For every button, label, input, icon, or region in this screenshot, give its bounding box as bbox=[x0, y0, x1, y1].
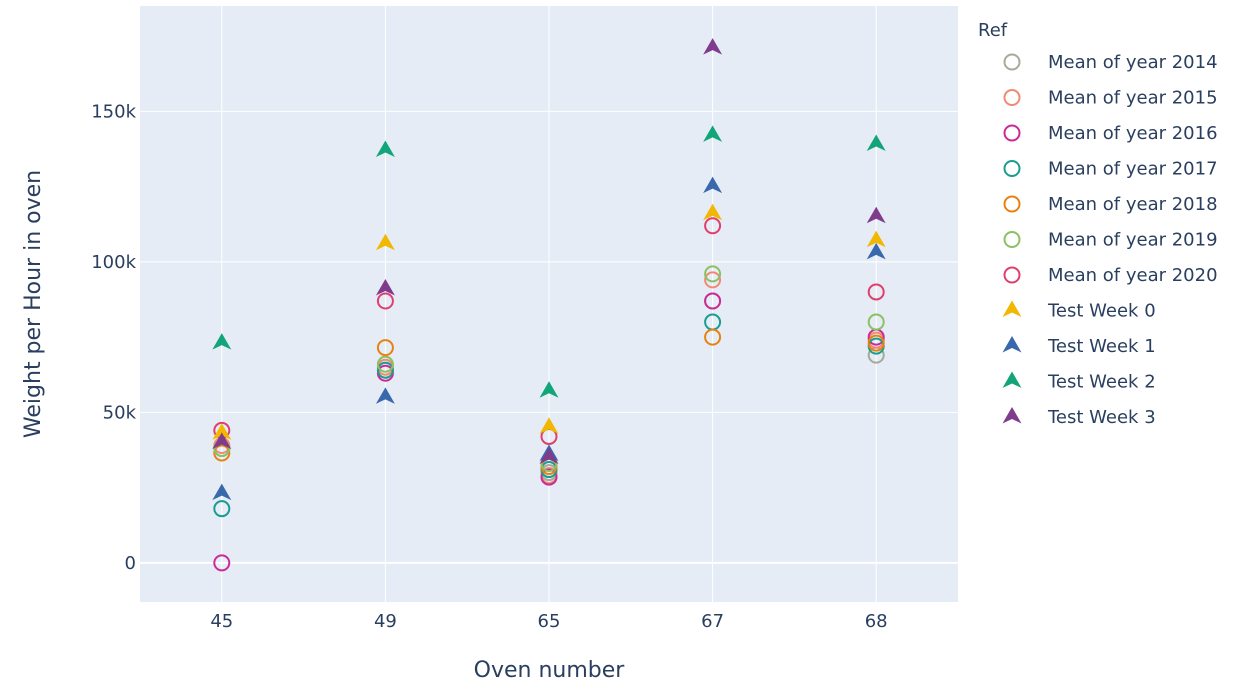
legend-label: Test Week 0 bbox=[1047, 301, 1156, 322]
data-point[interactable] bbox=[376, 339, 394, 357]
legend-label: Mean of year 2018 bbox=[1048, 194, 1218, 215]
legend-item-test-week-3[interactable]: Test Week 3 bbox=[1002, 407, 1156, 428]
legend-label: Mean of year 2020 bbox=[1048, 265, 1218, 286]
x-tick-label: 67 bbox=[701, 611, 724, 632]
legend-label: Mean of year 2015 bbox=[1048, 88, 1218, 109]
data-point[interactable] bbox=[376, 361, 394, 379]
grid-lines bbox=[140, 6, 958, 602]
data-point[interactable] bbox=[212, 432, 232, 449]
data-point[interactable] bbox=[212, 333, 232, 350]
series-mean-of-year-2018 bbox=[213, 328, 885, 476]
data-point[interactable] bbox=[704, 328, 722, 346]
legend-item-mean-of-year-2020[interactable]: Mean of year 2020 bbox=[1003, 265, 1218, 286]
data-point[interactable] bbox=[375, 140, 395, 157]
data-point[interactable] bbox=[866, 242, 886, 260]
legend-circle-marker bbox=[1003, 266, 1021, 284]
data-point[interactable] bbox=[213, 554, 231, 572]
data-point[interactable] bbox=[376, 292, 394, 310]
data-point[interactable] bbox=[212, 423, 232, 440]
data-point[interactable] bbox=[540, 468, 558, 486]
legend-triangle-marker bbox=[1002, 371, 1022, 388]
legend-label: Mean of year 2016 bbox=[1048, 123, 1218, 144]
data-point[interactable] bbox=[703, 125, 723, 142]
x-axis-title: Oven number bbox=[474, 658, 626, 683]
data-point[interactable] bbox=[703, 203, 723, 221]
data-point[interactable] bbox=[213, 500, 231, 518]
data-point[interactable] bbox=[703, 38, 723, 55]
legend-label: Test Week 3 bbox=[1047, 407, 1156, 428]
data-point[interactable] bbox=[704, 217, 722, 235]
data-point[interactable] bbox=[375, 278, 395, 296]
legend-title: Ref bbox=[978, 20, 1008, 41]
data-point[interactable] bbox=[375, 233, 395, 251]
legend-label: Mean of year 2017 bbox=[1048, 159, 1218, 180]
data-point[interactable] bbox=[213, 444, 231, 462]
x-tick-label: 65 bbox=[538, 611, 561, 632]
data-point[interactable] bbox=[867, 313, 885, 331]
legend-item-test-week-0[interactable]: Test Week 0 bbox=[1002, 300, 1156, 322]
legend[interactable]: Ref Mean of year 2014 Mean of year 2015 Me… bbox=[978, 20, 1218, 428]
legend-circle-marker bbox=[1003, 124, 1021, 142]
y-tick-label: 0 bbox=[125, 553, 136, 574]
legend-item-mean-of-year-2018[interactable]: Mean of year 2018 bbox=[1003, 194, 1218, 215]
legend-circle-marker bbox=[1003, 160, 1021, 177]
series-mean-of-year-2019 bbox=[213, 265, 885, 473]
data-point[interactable] bbox=[212, 483, 232, 501]
legend-label: Mean of year 2014 bbox=[1048, 52, 1218, 73]
series-test-week-2 bbox=[212, 125, 886, 398]
data-point[interactable] bbox=[704, 292, 722, 310]
data-point[interactable] bbox=[704, 271, 722, 289]
data-points bbox=[212, 38, 886, 572]
data-point[interactable] bbox=[376, 355, 394, 373]
legend-circle-marker bbox=[1003, 53, 1021, 71]
legend-label: Test Week 1 bbox=[1047, 336, 1156, 357]
legend-circle-marker bbox=[1003, 195, 1021, 213]
data-point[interactable] bbox=[539, 447, 559, 465]
legend-circle-marker bbox=[1003, 89, 1021, 106]
legend-item-mean-of-year-2017[interactable]: Mean of year 2017 bbox=[1003, 159, 1218, 180]
data-point[interactable] bbox=[539, 381, 559, 398]
legend-triangle-marker bbox=[1002, 407, 1022, 424]
legend-triangle-marker bbox=[1002, 300, 1022, 317]
legend-item-mean-of-year-2014[interactable]: Mean of year 2014 bbox=[1003, 52, 1218, 73]
series-test-week-0 bbox=[212, 203, 886, 440]
legend-label: Test Week 2 bbox=[1047, 372, 1156, 393]
data-point[interactable] bbox=[866, 206, 886, 224]
legend-item-test-week-2[interactable]: Test Week 2 bbox=[1002, 371, 1156, 393]
legend-label: Mean of year 2019 bbox=[1048, 230, 1218, 251]
y-tick-label: 150k bbox=[91, 101, 136, 122]
y-tick-label: 100k bbox=[91, 252, 136, 273]
data-point[interactable] bbox=[704, 265, 722, 283]
data-point[interactable] bbox=[866, 230, 886, 248]
legend-item-mean-of-year-2019[interactable]: Mean of year 2019 bbox=[1003, 230, 1218, 251]
data-point[interactable] bbox=[375, 387, 395, 404]
data-point[interactable] bbox=[867, 334, 885, 352]
x-tick-label: 49 bbox=[374, 611, 397, 632]
x-axis-ticks: 45 49 65 67 68 bbox=[210, 611, 887, 632]
y-tick-label: 50k bbox=[103, 402, 137, 423]
series-test-week-3 bbox=[212, 38, 886, 465]
y-axis-title: Weight per Hour in oven bbox=[21, 170, 46, 438]
x-tick-label: 45 bbox=[210, 611, 233, 632]
data-point[interactable] bbox=[867, 283, 885, 301]
legend-item-mean-of-year-2015[interactable]: Mean of year 2015 bbox=[1003, 88, 1218, 109]
data-point[interactable] bbox=[539, 417, 559, 434]
x-tick-label: 68 bbox=[865, 611, 888, 632]
legend-triangle-marker bbox=[1002, 336, 1022, 353]
y-axis-ticks: 0 50k 100k 150k bbox=[91, 101, 136, 574]
data-point[interactable] bbox=[866, 134, 886, 151]
legend-circle-marker bbox=[1003, 231, 1021, 248]
data-point[interactable] bbox=[703, 176, 723, 194]
legend-item-test-week-1[interactable]: Test Week 1 bbox=[1002, 336, 1156, 357]
legend-item-mean-of-year-2016[interactable]: Mean of year 2016 bbox=[1003, 123, 1218, 144]
